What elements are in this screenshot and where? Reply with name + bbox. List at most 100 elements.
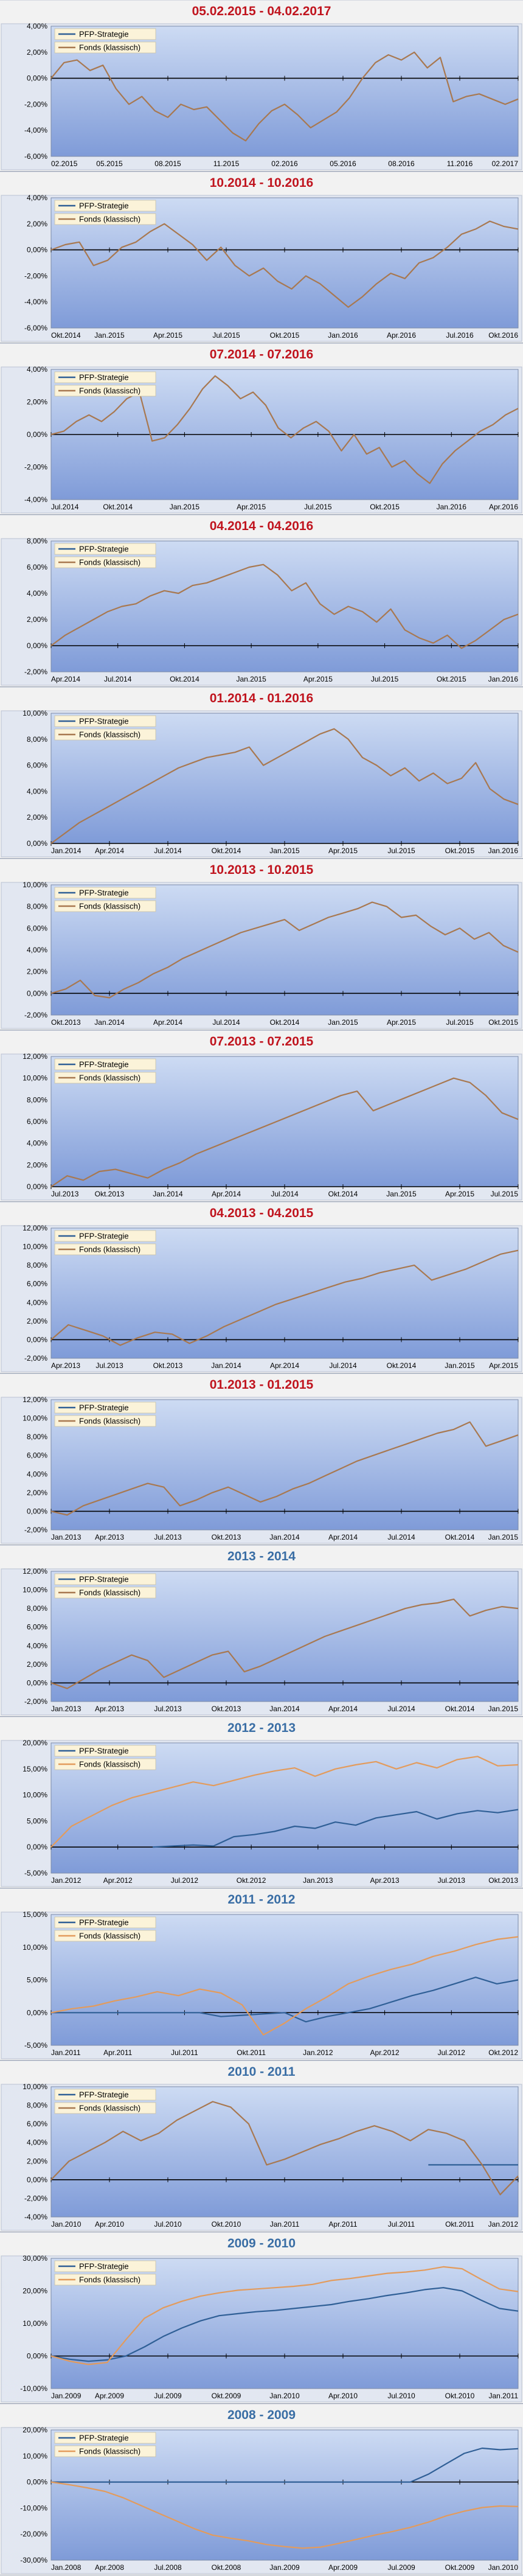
legend-entry [54, 887, 156, 899]
x-tick-label: Jan.2010 [488, 2563, 519, 2572]
y-tick-label: 10,00% [23, 1586, 47, 1594]
y-tick-label: 0,00% [27, 989, 47, 997]
y-tick-label: 2,00% [27, 2157, 47, 2165]
series-line [50, 564, 519, 649]
x-tick-label: Apr.2014 [270, 1361, 299, 1370]
y-tick-label: 0,00% [27, 1678, 47, 1687]
x-tick-label: Jan.2014 [153, 1190, 183, 1198]
legend-entry [54, 1586, 156, 1599]
legend-entry [54, 1058, 156, 1070]
y-tick-label: -2,00% [24, 1354, 47, 1363]
y-tick-label: -2,00% [24, 668, 47, 676]
x-tick-label: Okt.2013 [95, 1190, 125, 1198]
legend-label: Fonds (klassisch) [79, 215, 140, 224]
x-tick-label: Okt.2014 [328, 1190, 358, 1198]
y-tick-label: 10,00% [23, 2319, 47, 2328]
series-line [50, 1756, 519, 1848]
x-tick-label: Apr.2015 [328, 846, 358, 855]
x-tick-label: Jul.2008 [154, 2563, 182, 2572]
chart-panel: 20,00% 10,00% 0,00% -10,00% -20,00% -30,00% Ja… [0, 2404, 523, 2575]
chart-title: 2009 - 2010 [227, 2236, 296, 2250]
chart-panel: 20,00% 15,00% 10,00% 5,00% 0,00% -5,00% Jan.20… [0, 1717, 523, 1888]
y-tick-label: 0,00% [27, 2176, 47, 2184]
x-tick-label: Jan.2015 [386, 1190, 417, 1198]
legend-label: PFP-Strategie [79, 545, 129, 554]
x-tick-label: Jul.2014 [104, 675, 132, 683]
legend-entry [54, 213, 156, 225]
chart-title: 05.02.2015 - 04.02.2017 [192, 4, 331, 18]
legend-entry [54, 728, 156, 741]
chart-panel: 10,00% 8,00% 6,00% 4,00% 2,00% 0,00% Jan.2014 A… [0, 687, 523, 859]
x-tick-label: Apr.2010 [328, 2392, 358, 2400]
y-tick-label: -2,00% [24, 100, 47, 108]
x-tick-label: Jan.2015 [236, 675, 266, 683]
x-tick-label: Okt.2015 [270, 331, 300, 340]
y-tick-label: -5,00% [24, 2041, 47, 2050]
x-tick-label: Jul.2015 [304, 503, 332, 511]
y-tick-label: 0,00% [27, 2008, 47, 2017]
x-tick-label: Okt.2012 [237, 1876, 266, 1885]
chart-panel: 12,00% 10,00% 8,00% 6,00% 4,00% 2,00% 0,00% Jul… [0, 1030, 523, 1202]
x-tick-label: 02.2016 [271, 159, 298, 168]
x-tick-label: Jul.2013 [438, 1876, 466, 1885]
y-tick-label: -2,00% [24, 1526, 47, 1534]
y-tick-label: -20,00% [20, 2530, 47, 2538]
y-tick-label: 6,00% [27, 1451, 47, 1460]
y-tick-label: 15,00% [23, 1765, 47, 1773]
x-tick-label: Jan.2008 [51, 2563, 81, 2572]
series-line [50, 2101, 519, 2196]
x-tick-label: Apr.2015 [237, 503, 266, 511]
x-tick-label: Jul.2014 [212, 1018, 240, 1027]
y-tick-label: 4,00% [27, 2138, 47, 2147]
y-tick-label: -4,00% [24, 126, 47, 134]
chart-panel: 12,00% 10,00% 8,00% 6,00% 4,00% 2,00% 0,00% -2,… [0, 1374, 523, 1545]
legend-entry [54, 715, 156, 727]
x-tick-label: Jul.2015 [387, 846, 415, 855]
x-tick-label: Jul.2014 [387, 1533, 415, 1541]
y-tick-label: -10,00% [20, 2384, 47, 2393]
y-tick-label: 8,00% [27, 1604, 47, 1613]
y-tick-label: 6,00% [27, 1623, 47, 1632]
legend-label: PFP-Strategie [79, 1060, 129, 1069]
x-tick-label: Jul.2012 [438, 2048, 466, 2057]
x-tick-label: Okt.2016 [488, 331, 518, 340]
series-line [50, 1077, 519, 1187]
legend-label: Fonds (klassisch) [79, 902, 140, 911]
legend-entry [54, 371, 156, 383]
y-tick-label: 2,00% [27, 813, 47, 822]
chart-svg: 20,00% 15,00% 10,00% 5,00% 0,00% -5,00% Jan.20… [1, 1739, 522, 1887]
y-tick-label: 0,00% [27, 2478, 47, 2487]
x-tick-label: Jul.2009 [387, 2563, 415, 2572]
x-tick-label: 08.2015 [154, 159, 181, 168]
y-tick-label: 10,00% [23, 1943, 47, 1952]
chart-title: 04.2013 - 04.2015 [209, 1206, 314, 1220]
y-tick-label: 6,00% [27, 2120, 47, 2128]
x-tick-label: Apr.2011 [103, 2048, 132, 2057]
y-tick-label: 5,00% [27, 1976, 47, 1984]
x-tick-label: 11.2015 [213, 159, 240, 168]
y-tick-label: 0,00% [27, 839, 47, 848]
chart-panel: 4,00% 2,00% 0,00% -2,00% -4,00% -6,00% 02.2015… [0, 0, 523, 172]
legend-entry [54, 28, 156, 40]
series-line [51, 1977, 519, 2023]
legend-label: PFP-Strategie [79, 2090, 129, 2100]
x-tick-label: Okt.2013 [51, 1018, 81, 1027]
legend-entry [54, 1230, 156, 1242]
legend-label: PFP-Strategie [79, 717, 129, 726]
y-tick-label: -2,00% [24, 1697, 47, 1706]
x-tick-label: Apr.2016 [387, 331, 416, 340]
legend-entry [54, 385, 156, 397]
x-tick-label: Apr.2009 [328, 2563, 358, 2572]
x-tick-label: Apr.2013 [95, 1533, 124, 1541]
x-tick-label: Jan.2012 [488, 2220, 519, 2229]
x-tick-label: Jul.2014 [154, 846, 182, 855]
legend-entry [54, 900, 156, 912]
y-tick-label: 12,00% [23, 1567, 47, 1576]
y-tick-label: 8,00% [27, 537, 47, 545]
chart-svg: 4,00% 2,00% 0,00% -2,00% -4,00% -6,00% Okt.201… [1, 194, 522, 342]
x-tick-label: Okt.2014 [170, 675, 199, 683]
legend-entry [54, 2274, 156, 2286]
chart-svg: 10,00% 8,00% 6,00% 4,00% 2,00% 0,00% -2,00% Okt… [1, 881, 522, 1029]
y-tick-label: -6,00% [24, 324, 47, 332]
